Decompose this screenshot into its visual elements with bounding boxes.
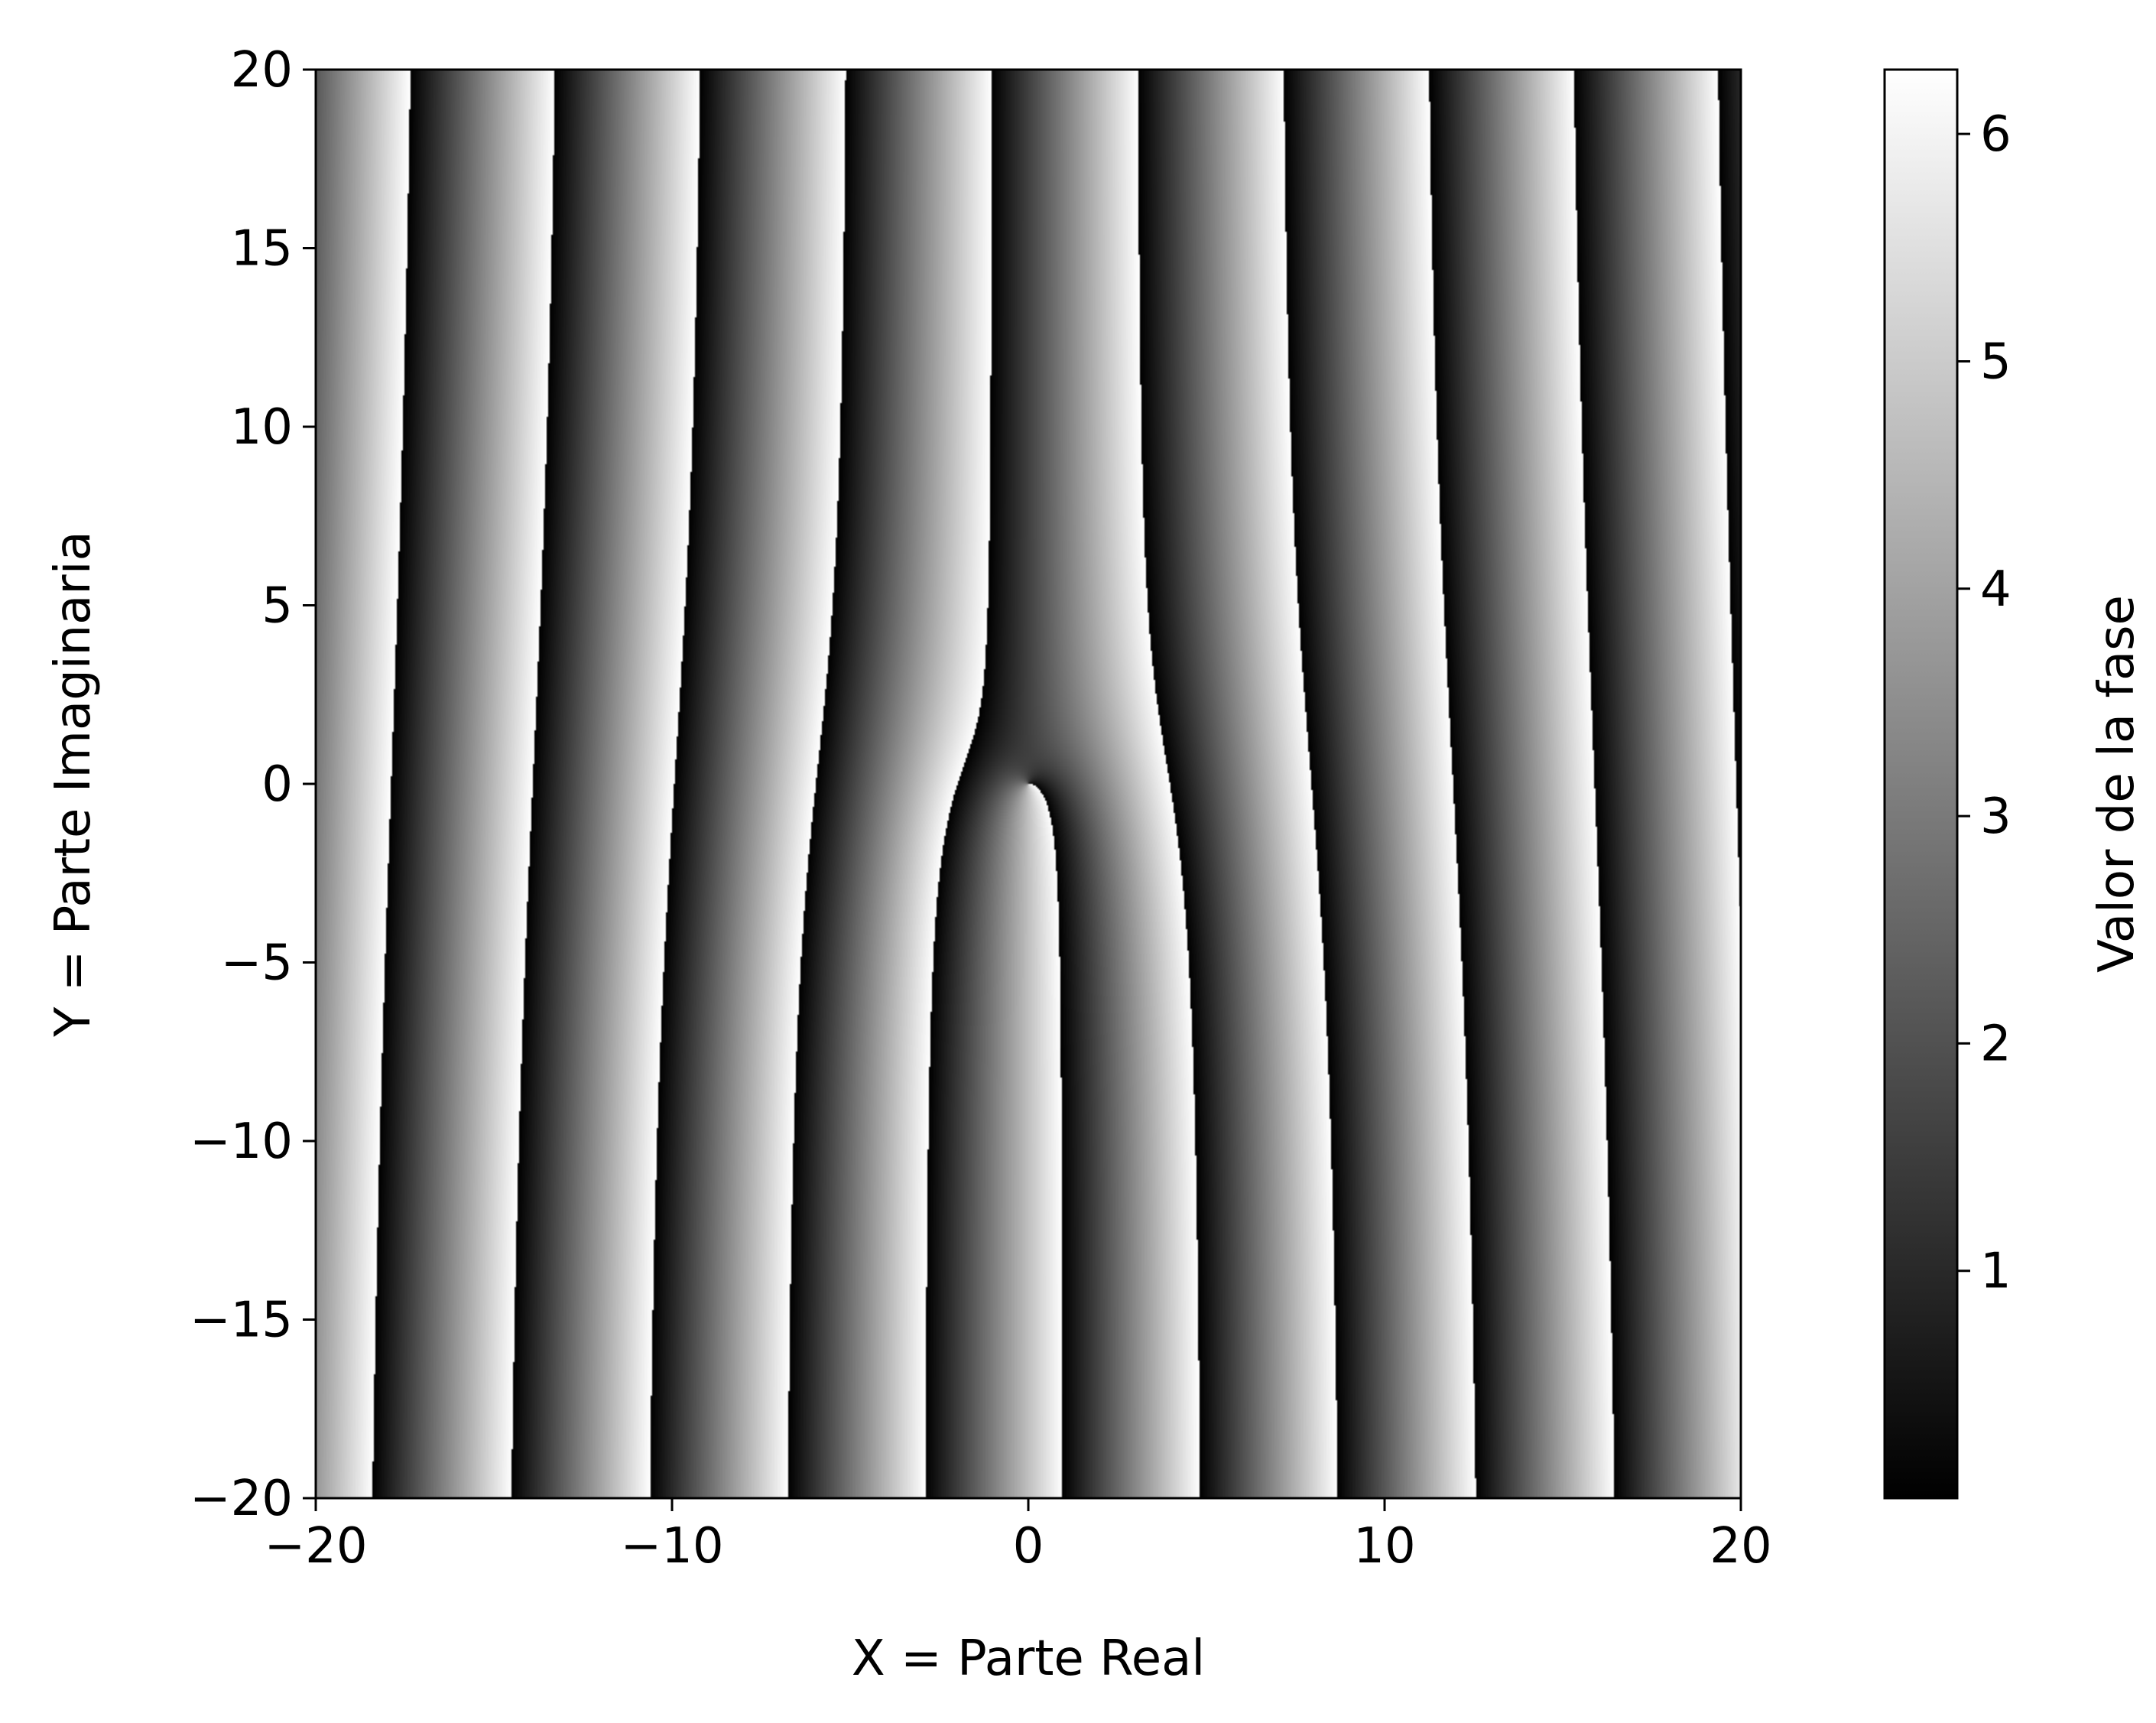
x-tick-label: −20 bbox=[264, 1518, 367, 1575]
y-tick-label: −5 bbox=[221, 935, 293, 992]
colorbar-tick-label: 6 bbox=[1980, 106, 2012, 163]
y-tick-label: 15 bbox=[231, 221, 293, 278]
y-tick-label: −15 bbox=[190, 1292, 293, 1349]
colorbar-label: Valor de la fase bbox=[2089, 595, 2145, 973]
y-tick-label: 10 bbox=[231, 399, 293, 456]
x-tick-label: 10 bbox=[1353, 1518, 1415, 1575]
colorbar-tick-label: 4 bbox=[1980, 561, 2012, 618]
x-tick-label: 20 bbox=[1710, 1518, 1771, 1575]
x-tick-label: 0 bbox=[1013, 1518, 1044, 1575]
y-tick-label: 5 bbox=[261, 578, 293, 635]
colorbar-tick-label: 3 bbox=[1980, 788, 2012, 845]
x-axis-label: X = Parte Real bbox=[852, 1630, 1205, 1687]
colorbar-gradient bbox=[1885, 70, 1957, 1498]
y-tick-label: −10 bbox=[190, 1113, 293, 1170]
colorbar-frame bbox=[1883, 68, 1959, 1500]
colorbar: 1 2 3 4 5 6 Valor de la fase bbox=[1883, 68, 2145, 1500]
y-axis-ticks: 20 15 10 5 0 −5 −10 −15 −20 bbox=[190, 42, 316, 1527]
phase-heatmap bbox=[316, 70, 1741, 1498]
y-tick-label: 0 bbox=[261, 756, 293, 813]
colorbar-ticks: 1 2 3 4 5 6 bbox=[1957, 106, 2012, 1300]
y-tick-label: 20 bbox=[231, 42, 293, 99]
x-tick-label: −10 bbox=[620, 1518, 723, 1575]
y-tick-label: −20 bbox=[190, 1471, 293, 1527]
colorbar-tick-label: 2 bbox=[1980, 1016, 2012, 1072]
y-axis-label: Y = Parte Imaginaria bbox=[45, 531, 102, 1037]
x-axis-ticks: −20 −10 0 10 20 bbox=[264, 1498, 1772, 1575]
colorbar-tick-label: 5 bbox=[1980, 333, 2012, 390]
colorbar-tick-label: 1 bbox=[1980, 1243, 2012, 1300]
heatmap-area bbox=[314, 68, 1742, 1500]
